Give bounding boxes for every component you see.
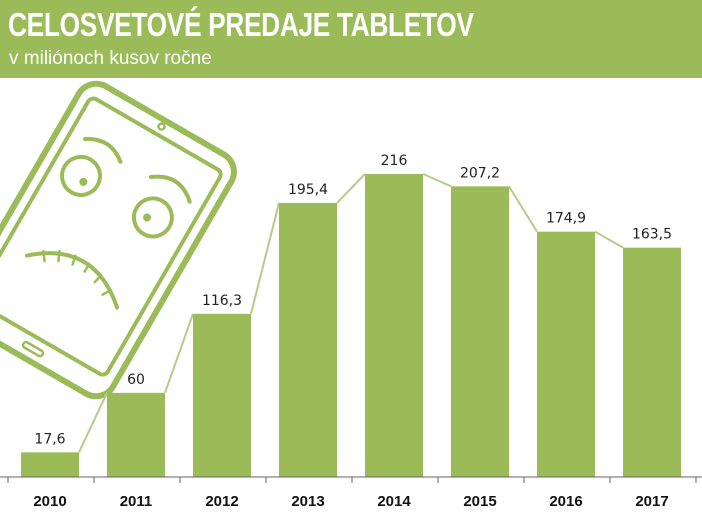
bar-2011 — [107, 392, 165, 477]
data-label: 207,2 — [460, 165, 500, 181]
bar-2014 — [365, 174, 423, 477]
x-tick-label: 2016 — [549, 493, 582, 510]
x-tick-label: 2017 — [635, 493, 668, 510]
bar-2012 — [193, 313, 251, 477]
x-tick-label: 2012 — [205, 493, 238, 510]
bar-2013 — [279, 202, 337, 477]
connector-line — [164, 313, 194, 394]
data-label: 163,5 — [632, 227, 672, 243]
bar-2017 — [623, 247, 681, 477]
x-tick-label: 2015 — [463, 493, 496, 510]
x-tick-label: 2013 — [291, 493, 324, 510]
connector-line — [336, 173, 366, 204]
chart-title: CELOSVETOVÉ PREDAJE TABLETOV — [8, 6, 474, 43]
connector-line — [594, 230, 624, 249]
x-tick-label: 2011 — [120, 493, 153, 510]
data-label: 116,3 — [202, 293, 242, 309]
data-label: 17,6 — [34, 431, 65, 447]
bar-2015 — [451, 186, 509, 477]
x-tick-label: 2014 — [377, 493, 411, 510]
connector-line — [508, 185, 538, 233]
sad-tablet-icon — [0, 80, 237, 400]
data-label: 60 — [127, 372, 145, 388]
data-label: 195,4 — [288, 182, 328, 198]
connector-line — [250, 202, 280, 315]
data-label: 216 — [381, 153, 408, 169]
bar-2016 — [537, 231, 595, 477]
header-banner: CELOSVETOVÉ PREDAJE TABLETOV v miliónoch… — [0, 0, 702, 78]
connector-line — [78, 392, 108, 453]
connector-line — [422, 173, 452, 188]
chart-subtitle: v miliónoch kusov ročne — [9, 48, 212, 69]
bar-2010 — [21, 452, 79, 477]
x-tick-label: 2010 — [33, 493, 66, 510]
data-label: 174,9 — [546, 211, 586, 227]
